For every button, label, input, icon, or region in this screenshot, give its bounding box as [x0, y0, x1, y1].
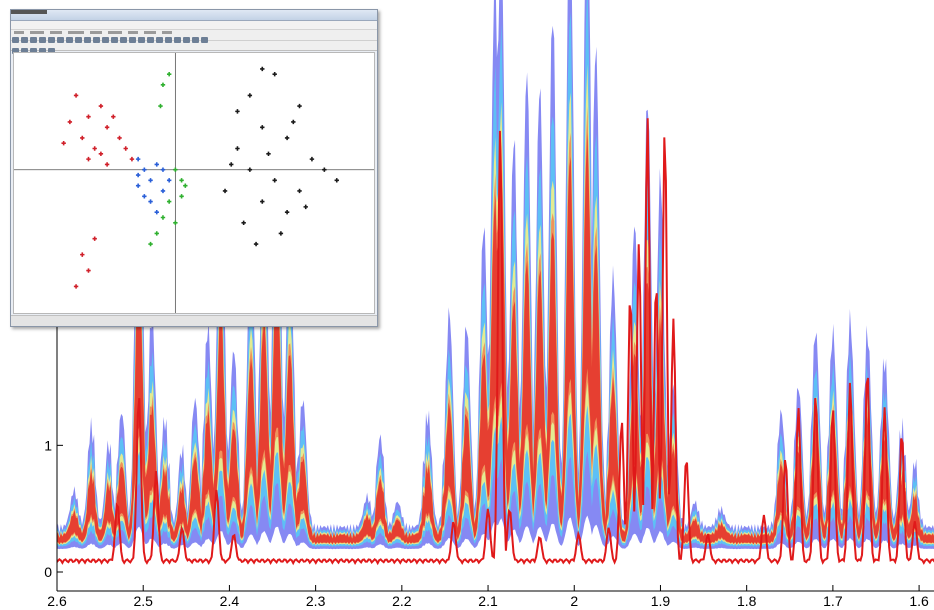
inset-scatter	[14, 53, 374, 313]
inset-point	[284, 209, 290, 215]
inset-point	[154, 162, 159, 167]
inset-point	[135, 172, 141, 178]
inset-point	[160, 167, 166, 172]
inset-point	[183, 183, 188, 188]
inset-point	[272, 178, 277, 183]
inset-point	[278, 231, 284, 236]
inset-point	[117, 135, 122, 141]
inset-point	[166, 178, 172, 183]
inset-point	[241, 220, 246, 225]
window-label-stub	[11, 10, 47, 14]
inset-point	[166, 199, 172, 204]
inset-point	[166, 72, 172, 77]
inset-point	[291, 119, 296, 125]
inset-point	[104, 125, 110, 130]
inset-point	[73, 93, 79, 98]
x-tick-label: 2.6	[47, 593, 67, 609]
selected-spectrum-line	[57, 118, 934, 566]
x-tick-label: 2	[570, 593, 578, 609]
inset-point	[111, 114, 116, 119]
inset-point	[142, 194, 147, 199]
inset-point	[253, 241, 259, 247]
x-tick-label: 1.7	[823, 593, 843, 609]
inset-point	[92, 236, 97, 241]
y-tick-label: 0	[44, 564, 52, 580]
inset-point	[309, 156, 315, 162]
inset-point	[266, 151, 271, 157]
inset-point	[229, 162, 234, 167]
inset-point	[260, 199, 265, 204]
inset-point	[98, 151, 104, 157]
inset-point	[284, 135, 290, 141]
inset-point	[303, 204, 308, 210]
inset-point	[61, 141, 66, 146]
x-tick-label: 2.4	[220, 593, 240, 609]
inset-point	[104, 162, 110, 167]
toolbar	[11, 30, 377, 43]
y-tick-label: 1	[44, 437, 52, 453]
inset-point	[334, 178, 339, 183]
inset-point	[297, 103, 302, 109]
inset-point	[80, 252, 85, 257]
inset-point	[86, 268, 91, 273]
inset-point	[135, 183, 141, 188]
inset-point	[154, 209, 159, 215]
inset-point	[148, 241, 153, 247]
inset-plot-area	[13, 52, 375, 314]
inset-point	[173, 167, 178, 172]
inset-point	[235, 146, 240, 151]
inset-point	[260, 66, 265, 72]
inset-point	[160, 82, 166, 88]
inset-point	[173, 220, 178, 225]
inset-point	[142, 167, 147, 172]
x-tick-label: 2.1	[478, 593, 498, 609]
inset-point	[98, 103, 104, 109]
inset-point	[67, 119, 73, 125]
x-ticks: 2.6 2.5 2.4 2.3 2.2 2.1 2 1.9 1.8 1.7 1.6	[47, 585, 929, 609]
x-tick-label: 2.3	[306, 593, 326, 609]
secondary-toolbar	[11, 41, 377, 54]
envelope-band-4	[57, 132, 934, 545]
inset-point	[235, 109, 240, 114]
inset-point	[322, 167, 327, 172]
status-bar	[11, 315, 377, 326]
inset-point	[160, 215, 166, 220]
inset-point	[179, 194, 184, 199]
software-window-inset	[10, 9, 378, 327]
x-tick-label: 1.8	[737, 593, 757, 609]
x-tick-label: 1.9	[651, 593, 671, 609]
x-tick-label: 2.2	[392, 593, 412, 609]
inset-point	[86, 114, 91, 119]
window-titlebar	[11, 10, 377, 21]
inset-point	[135, 156, 141, 162]
inset-point	[222, 188, 228, 194]
inset-point	[148, 199, 153, 204]
inset-point	[80, 135, 85, 141]
x-tick-label: 2.5	[133, 593, 153, 609]
series-lines	[57, 118, 934, 566]
menu-bar	[11, 21, 377, 34]
inset-point	[158, 103, 163, 109]
inset-point	[154, 231, 159, 236]
inset-point	[272, 72, 277, 77]
inset-point	[160, 188, 166, 194]
inset-point	[297, 188, 302, 194]
inset-point	[123, 146, 128, 151]
inset-point	[73, 284, 79, 289]
inset-point	[92, 146, 97, 151]
inset-point	[86, 156, 91, 162]
inset-point	[247, 93, 253, 98]
inset-point	[179, 178, 184, 183]
inset-point	[260, 125, 265, 130]
x-tick-label: 1.6	[909, 593, 929, 609]
inset-point	[247, 167, 253, 172]
inset-point	[148, 178, 153, 183]
inset-point	[129, 156, 135, 162]
